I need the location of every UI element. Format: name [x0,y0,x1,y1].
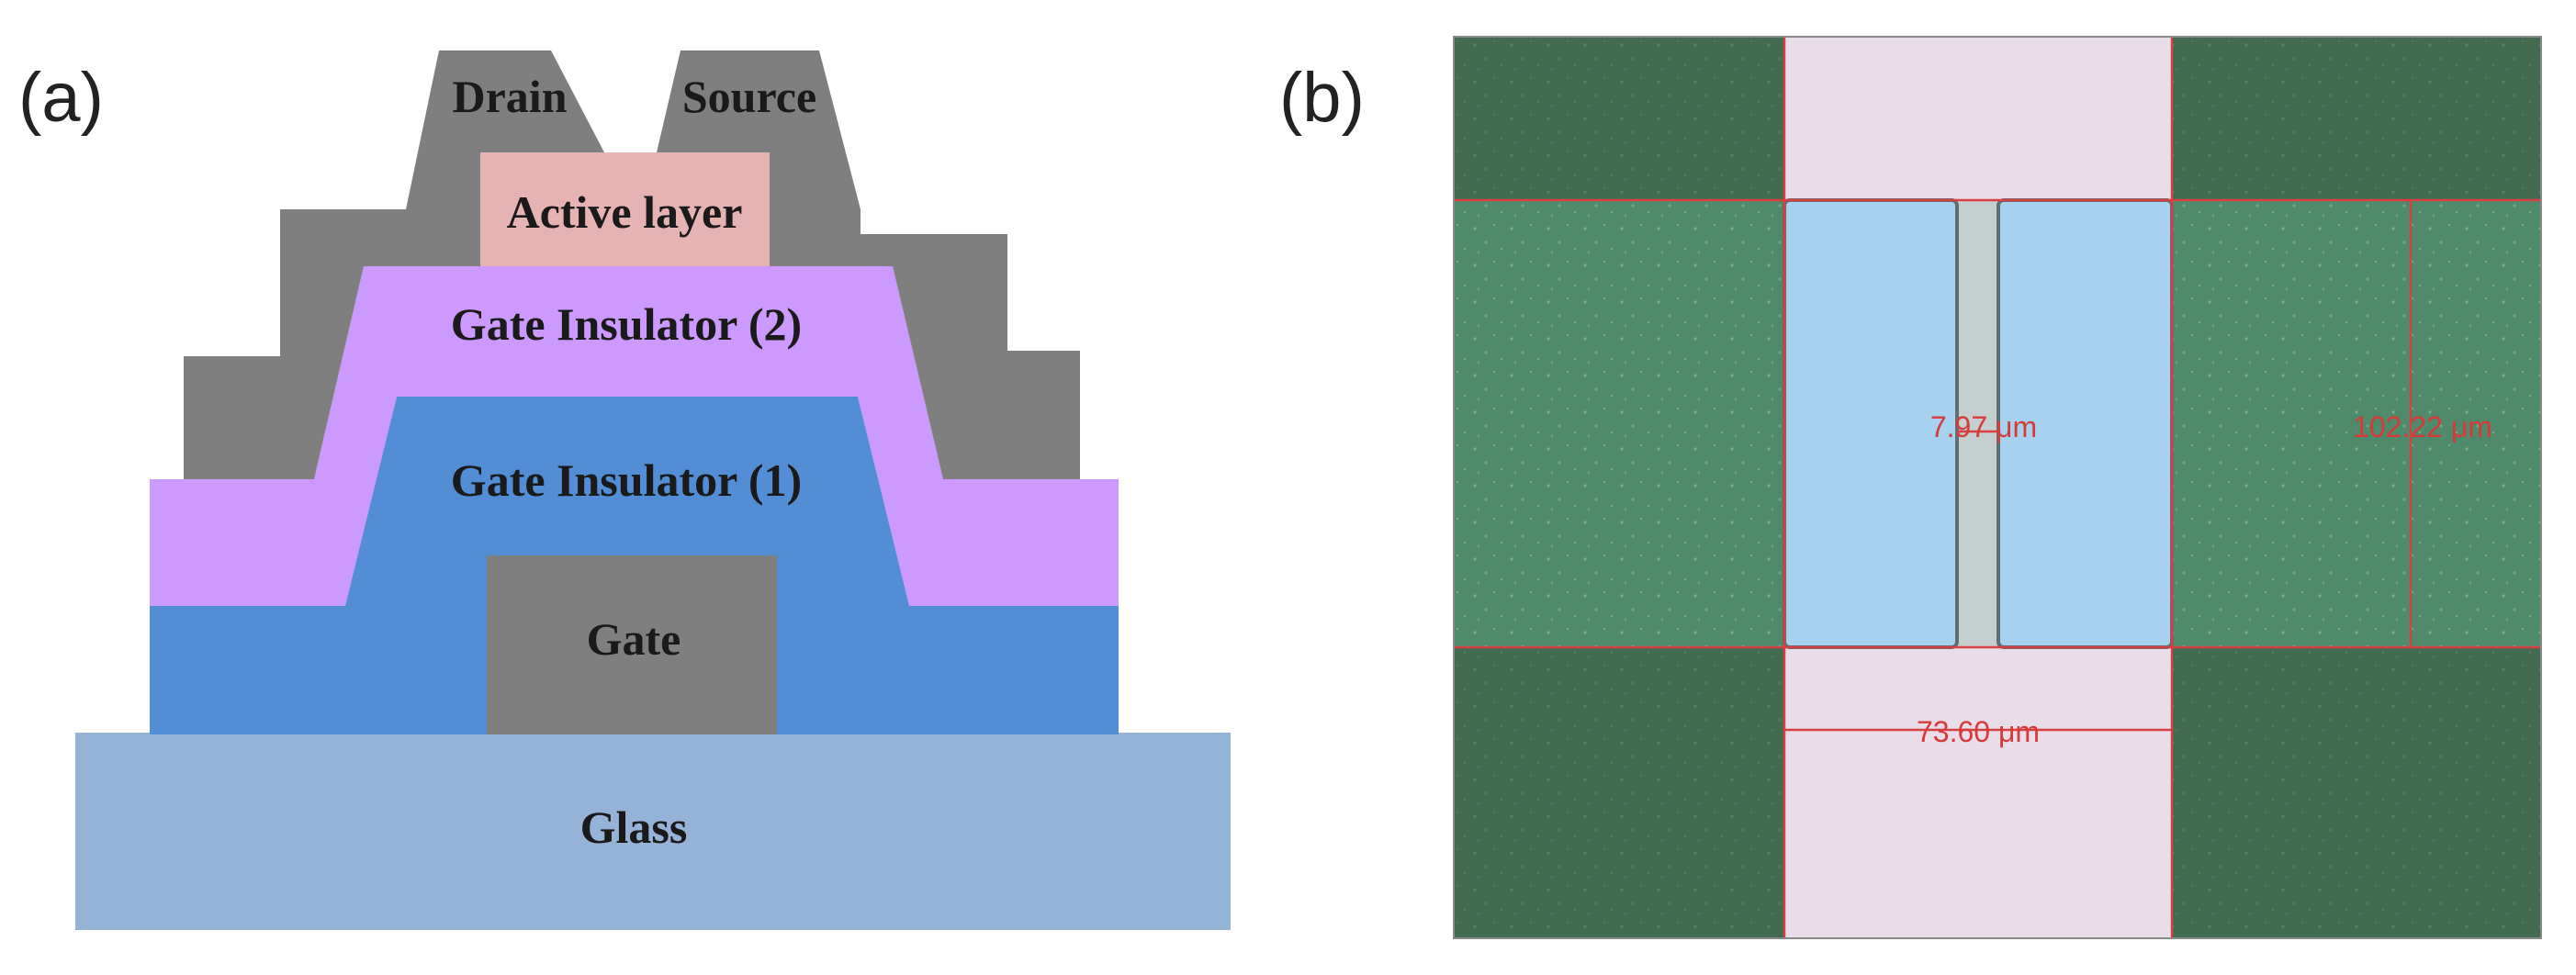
gate-insulator-2-layer [150,266,1119,606]
glass-layer [75,733,1231,930]
panel-b: (b) [1279,36,2542,939]
micrograph-frame [1453,36,2542,939]
speckle-top-right [2172,37,2541,200]
source-electrode [657,50,1080,479]
speckle-bottom-left [1454,647,1784,938]
panel-b-label: (b) [1279,59,1365,137]
speckle-right [2172,200,2541,647]
active-layer-label: Active layer [507,186,743,238]
drain-label: Drain [453,71,568,122]
speckle-top-left [1454,37,1784,200]
measurement-lines [1454,37,2541,938]
channel-length-measurement: 7.97 μm [1930,410,2037,443]
panel-a: (a) Drain Source Active layer Gate Insul… [18,50,1231,930]
speckle-bottom-right [2172,647,2541,938]
gate-insulator-1-label: Gate Insulator (1) [451,454,802,506]
glass-label: Glass [580,801,688,853]
speckle-left [1454,200,1784,647]
gate-electrode [487,555,777,734]
active-layer [480,152,770,266]
panel-a-label: (a) [18,59,104,137]
source-label: Source [682,71,816,122]
drain-electrode [184,50,604,479]
gate-insulator-2-label: Gate Insulator (2) [451,298,802,350]
electrode-span-measurement: 73.60 μm [1917,715,2040,748]
channel-width-measurement: 102.22 μm [2353,410,2492,443]
gate-label: Gate [587,613,681,665]
